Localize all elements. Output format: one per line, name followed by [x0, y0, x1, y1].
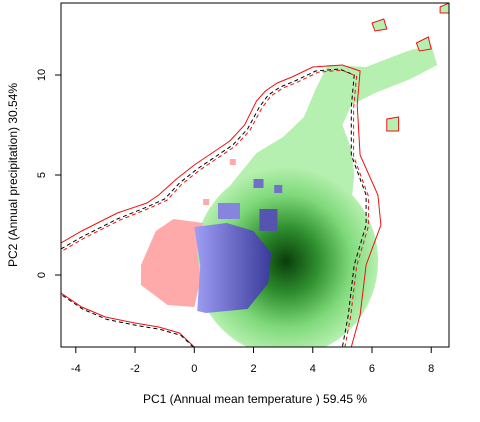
green-island	[371, 18, 388, 32]
x-tick-label: 0	[191, 363, 197, 375]
x-tick-label: 4	[310, 363, 316, 375]
bottom-dashed-envelope	[62, 294, 194, 347]
dashed-envelope	[61, 68, 367, 347]
x-tick-label: 8	[428, 363, 434, 375]
blue-region	[194, 223, 272, 313]
plot-area	[61, 3, 449, 347]
bottom-envelope	[61, 292, 195, 347]
y-tick-label: 0	[36, 272, 48, 278]
x-axis-title: PC1 (Annual mean temperature ) 59.45 %	[143, 392, 367, 406]
blue-patch	[259, 209, 278, 231]
green-island	[415, 36, 432, 52]
x-tick-label: -4	[71, 363, 81, 375]
blue-patch	[274, 185, 283, 193]
blue-patch	[217, 203, 240, 219]
y-axis: 0 5 10	[36, 69, 62, 278]
green-island	[439, 3, 449, 14]
x-axis: -4 -2 0 2 4 6 8	[71, 346, 434, 375]
red-patch	[229, 159, 236, 165]
y-tick-label: 5	[36, 172, 48, 178]
red-dashed-envelope	[63, 69, 369, 347]
y-tick-label: 10	[36, 69, 48, 81]
x-tick-label: -2	[130, 363, 140, 375]
red-patch	[203, 199, 210, 205]
green-island	[386, 116, 400, 132]
y-axis-title: PC2 (Annual precipitation) 30.54%	[6, 83, 20, 267]
red-envelope	[61, 64, 382, 347]
x-tick-label: 2	[250, 363, 256, 375]
red-region	[141, 219, 204, 307]
x-tick-label: 6	[369, 363, 375, 375]
blue-patch	[253, 179, 264, 188]
